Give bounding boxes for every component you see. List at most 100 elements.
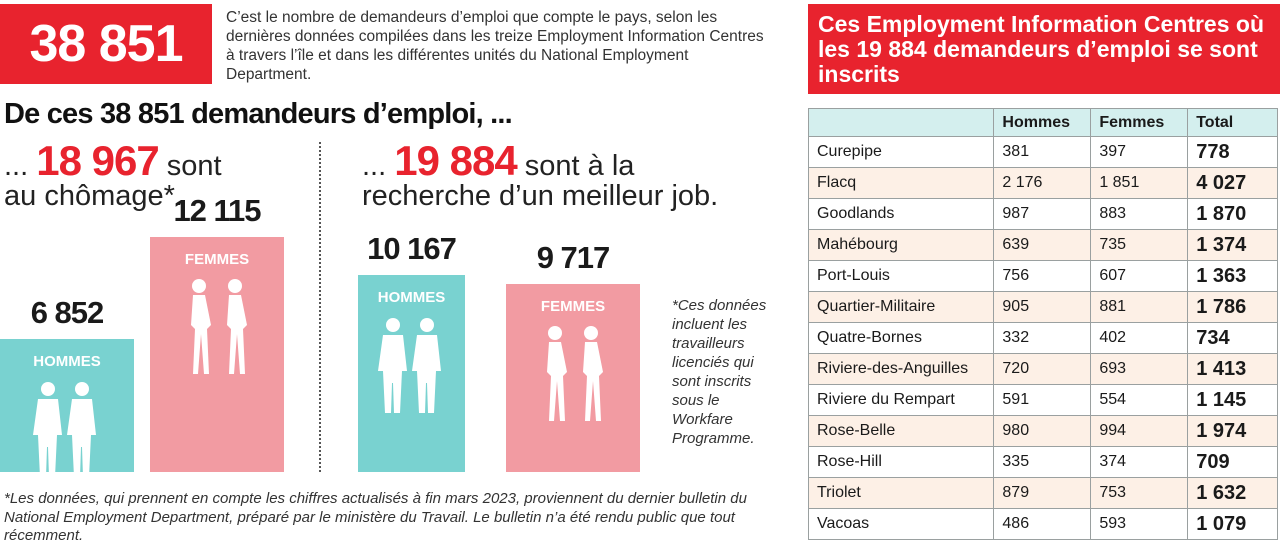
cell-femmes: 881	[1090, 291, 1189, 323]
cell-total: 1 374	[1187, 229, 1278, 261]
bar-category-label: FEMMES	[184, 251, 250, 269]
cell-femmes: 994	[1090, 415, 1189, 447]
cell-hommes: 591	[993, 384, 1092, 416]
male-silhouette-icon	[31, 379, 101, 484]
hero-number: 38 851	[29, 15, 183, 73]
table-row: Port-Louis 756 607 1 363	[807, 260, 1278, 292]
bar-value-label: 6 852	[30, 295, 105, 331]
cell-hommes: 987	[993, 198, 1092, 230]
cell-total: 1 632	[1187, 477, 1278, 509]
table-row: Rose-Hill 335 374 709	[807, 446, 1278, 478]
cell-total: 1 145	[1187, 384, 1278, 416]
cell-femmes: 402	[1090, 322, 1189, 354]
table-row: Rose-Belle 980 994 1 974	[807, 415, 1278, 447]
intro-text: C’est le nombre de demandeurs d’emploi q…	[226, 9, 764, 83]
cell-femmes: 374	[1090, 446, 1189, 478]
subheading-prefix: ...	[362, 150, 395, 182]
cell-hommes: 332	[993, 322, 1092, 354]
cell-femmes: 753	[1090, 477, 1189, 509]
subheading-suffix: sont à la	[516, 150, 635, 182]
bar-value-label: 9 717	[536, 239, 611, 275]
bar-femmes: FEMMES	[506, 283, 640, 472]
cell-total: 778	[1187, 136, 1278, 168]
header-total: Total	[1187, 108, 1278, 137]
cell-centre: Port-Louis	[807, 260, 995, 292]
bar-category-label: HOMMES	[33, 353, 101, 371]
cell-hommes: 639	[993, 229, 1092, 261]
table-row: Quartier-Militaire 905 881 1 786	[807, 291, 1278, 323]
subheading-unemployed: ... 18 967 sont au chômage*.	[4, 140, 222, 212]
subheading-line2: recherche d’un meilleur job.	[362, 180, 719, 212]
cell-total: 1 974	[1187, 415, 1278, 447]
table-row: Mahébourg 639 735 1 374	[807, 229, 1278, 261]
male-silhouette-icon	[376, 315, 446, 420]
table-row: Vacoas 486 593 1 079	[807, 508, 1278, 540]
cell-femmes: 883	[1090, 198, 1189, 230]
cell-femmes: 397	[1090, 136, 1189, 168]
table-row: Goodlands 987 883 1 870	[807, 198, 1278, 230]
header-hommes: Hommes	[993, 108, 1092, 137]
side-note: *Ces données incluent les travailleurs l…	[672, 297, 767, 447]
table-row: Flacq 2 176 1 851 4 027	[807, 167, 1278, 199]
bar-hommes: HOMMES	[0, 339, 134, 478]
cell-hommes: 905	[993, 291, 1092, 323]
cell-total: 1 786	[1187, 291, 1278, 323]
section-divider	[319, 142, 321, 472]
bar-category-label: HOMMES	[377, 289, 446, 307]
cell-hommes: 879	[993, 477, 1092, 509]
job-seekers-total: 19 884	[394, 137, 517, 184]
cell-centre: Triolet	[807, 477, 995, 509]
cell-femmes: 593	[1090, 508, 1189, 540]
cell-total: 1 413	[1187, 353, 1278, 385]
cell-femmes: 735	[1090, 229, 1189, 261]
cell-centre: Curepipe	[807, 136, 995, 168]
cell-femmes: 607	[1090, 260, 1189, 292]
table-row: Riviere-des-Anguilles 720 693 1 413	[807, 353, 1278, 385]
cell-centre: Riviere du Rempart	[807, 384, 995, 416]
centres-table: Hommes Femmes Total Curepipe 381 397 778 Fla…	[807, 108, 1278, 540]
subheading-line2: au chômage*.	[4, 180, 183, 212]
table-row: Quatre-Bornes 332 402 734	[807, 322, 1278, 354]
bar-value-label: 10 167	[367, 231, 457, 267]
table-row: Curepipe 381 397 778	[807, 136, 1278, 168]
cell-hommes: 381	[993, 136, 1092, 168]
cell-hommes: 335	[993, 446, 1092, 478]
bar-hommes: HOMMES	[358, 275, 465, 472]
cell-hommes: 756	[993, 260, 1092, 292]
cell-total: 734	[1187, 322, 1278, 354]
bar-value-label: 12 115	[173, 193, 261, 229]
cell-centre: Quatre-Bornes	[807, 322, 995, 354]
female-silhouette-icon	[537, 324, 611, 429]
header-femmes: Femmes	[1090, 108, 1189, 137]
subheading-suffix: sont	[158, 150, 222, 182]
subheading-job-seekers: ... 19 884 sont à la recherche d’un meil…	[362, 140, 719, 212]
cell-centre: Mahébourg	[807, 229, 995, 261]
cell-centre: Riviere-des-Anguilles	[807, 353, 995, 385]
bar-category-label: FEMMES	[540, 297, 606, 315]
cell-femmes: 554	[1090, 384, 1189, 416]
table-row: Triolet 879 753 1 632	[807, 477, 1278, 509]
cell-femmes: 1 851	[1090, 167, 1189, 199]
table-header: Ces Employment Information Centres où le…	[808, 4, 1280, 94]
cell-centre: Rose-Hill	[807, 446, 995, 478]
cell-femmes: 693	[1090, 353, 1189, 385]
cell-total: 709	[1187, 446, 1278, 478]
table-title: Ces Employment Information Centres où le…	[818, 11, 1265, 87]
table-body: Curepipe 381 397 778 Flacq 2 176 1 851 4 027 Goo…	[807, 136, 1278, 540]
footnote: *Les données, qui prennent en compte les…	[4, 490, 747, 544]
cell-total: 1 079	[1187, 508, 1278, 540]
hero-badge: 38 851	[0, 4, 212, 84]
header-centre	[807, 108, 995, 137]
cell-total: 1 870	[1187, 198, 1278, 230]
table-row: Riviere du Rempart 591 554 1 145	[807, 384, 1278, 416]
cell-centre: Quartier-Militaire	[807, 291, 995, 323]
unemployed-total: 18 967	[36, 137, 159, 184]
subheading-prefix: ...	[4, 150, 37, 182]
cell-centre: Flacq	[807, 167, 995, 199]
table-header-row: Hommes Femmes Total	[807, 108, 1278, 137]
cell-total: 1 363	[1187, 260, 1278, 292]
cell-centre: Goodlands	[807, 198, 995, 230]
cell-total: 4 027	[1187, 167, 1278, 199]
cell-hommes: 720	[993, 353, 1092, 385]
headline: De ces 38 851 demandeurs d’emploi, ...	[4, 98, 513, 130]
